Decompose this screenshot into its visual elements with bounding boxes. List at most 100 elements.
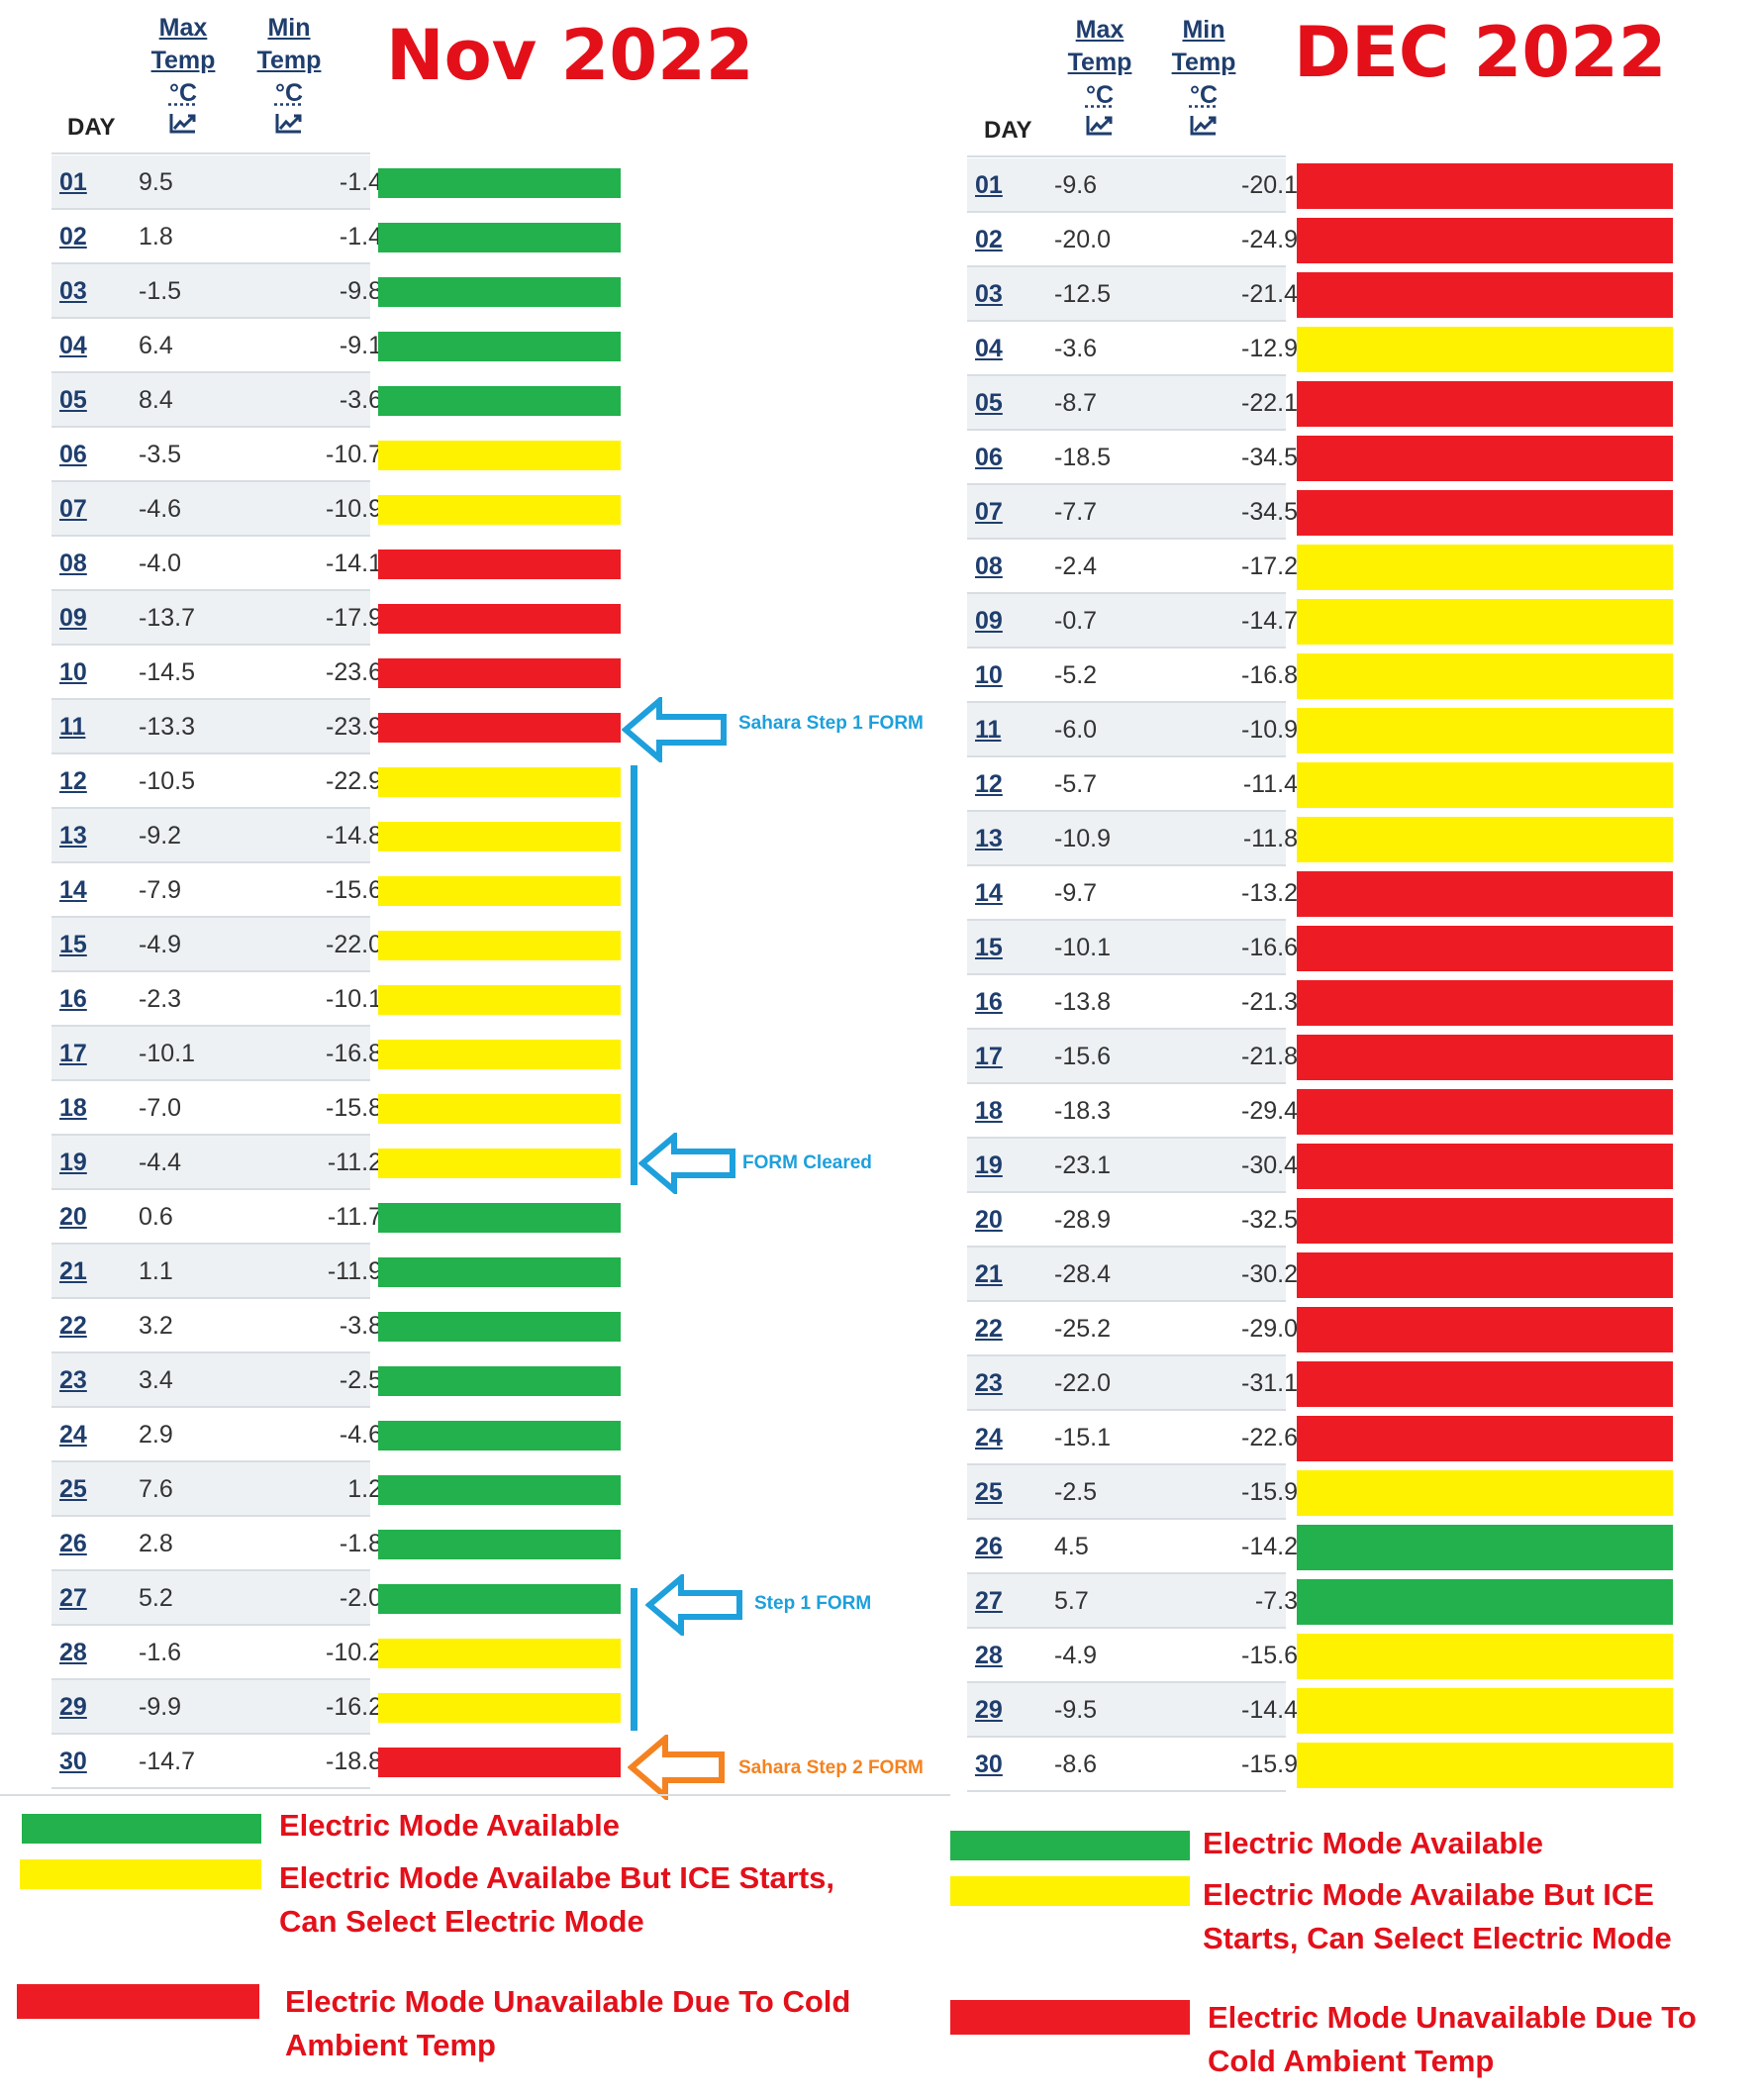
day-link[interactable]: 27 <box>975 1587 1003 1615</box>
day-link[interactable]: 19 <box>59 1149 87 1176</box>
day-link[interactable]: 27 <box>59 1584 87 1612</box>
day-link[interactable]: 08 <box>59 550 87 577</box>
day-link[interactable]: 07 <box>975 498 1003 526</box>
day-link[interactable]: 24 <box>975 1424 1003 1451</box>
min-temp-header[interactable]: Min Temp °C <box>1154 14 1253 136</box>
day-link[interactable]: 22 <box>59 1312 87 1340</box>
day-link[interactable]: 12 <box>975 770 1003 798</box>
max-temp-cell: -28.9 <box>1054 1206 1111 1234</box>
max-temp-cell: -22.0 <box>1054 1369 1111 1397</box>
day-link[interactable]: 03 <box>59 277 87 305</box>
min-temp-cell: -11.8 <box>1242 825 1298 852</box>
day-link[interactable]: 21 <box>59 1257 87 1285</box>
day-link[interactable]: 26 <box>59 1530 87 1557</box>
day-link[interactable]: 23 <box>975 1369 1003 1397</box>
max-temp-header[interactable]: Max Temp °C <box>134 12 233 134</box>
table-row: 15 -10.1 -16.6 <box>967 921 1298 975</box>
max-temp-cell: -4.9 <box>1054 1642 1098 1669</box>
table-row: 28 -4.9 -15.6 <box>967 1629 1298 1683</box>
day-link[interactable]: 16 <box>975 988 1003 1016</box>
day-link[interactable]: 28 <box>975 1642 1003 1669</box>
status-bar-red <box>1297 1306 1673 1352</box>
table-row: 27 5.7 -7.3 <box>967 1574 1298 1629</box>
day-link[interactable]: 02 <box>59 223 87 250</box>
min-header-line1: Min <box>1182 16 1225 44</box>
min-temp-cell: -15.9 <box>1241 1478 1298 1506</box>
min-temp-header[interactable]: Min Temp °C <box>240 12 339 134</box>
max-temp-cell: -13.8 <box>1054 988 1111 1016</box>
day-link[interactable]: 09 <box>59 604 87 632</box>
table-row: 25 -2.5 -15.9 <box>967 1465 1298 1520</box>
max-temp-cell: -8.6 <box>1054 1750 1098 1778</box>
day-link[interactable]: 14 <box>59 876 87 904</box>
day-link[interactable]: 13 <box>59 822 87 850</box>
day-link[interactable]: 13 <box>975 825 1003 852</box>
header-divider <box>51 152 370 154</box>
day-link[interactable]: 23 <box>59 1366 87 1394</box>
day-link[interactable]: 20 <box>59 1203 87 1231</box>
day-link[interactable]: 28 <box>59 1639 87 1666</box>
min-temp-cell: -11.9 <box>327 1257 382 1285</box>
table-row: 02 -20.0 -24.9 <box>967 213 1298 267</box>
day-link[interactable]: 17 <box>975 1043 1003 1070</box>
max-temp-cell: -23.1 <box>1054 1151 1111 1179</box>
day-link[interactable]: 05 <box>975 389 1003 417</box>
max-temp-header[interactable]: Max Temp °C <box>1050 14 1149 136</box>
day-link[interactable]: 14 <box>975 879 1003 907</box>
day-link[interactable]: 22 <box>975 1315 1003 1343</box>
day-link[interactable]: 18 <box>59 1094 87 1122</box>
min-temp-cell: -23.6 <box>326 658 382 686</box>
table-row: 28 -1.6 -10.2 <box>51 1626 382 1680</box>
day-link[interactable]: 25 <box>59 1475 87 1503</box>
day-link[interactable]: 04 <box>975 335 1003 362</box>
day-link[interactable]: 30 <box>59 1748 87 1775</box>
day-link[interactable]: 11 <box>59 713 86 741</box>
day-link[interactable]: 11 <box>975 716 1002 744</box>
legend-label-yellow: Electric Mode Availabe But ICE Starts, C… <box>1203 1877 1672 1955</box>
day-link[interactable]: 02 <box>975 226 1003 253</box>
max-temp-cell: -13.7 <box>139 604 195 632</box>
legend-label-yellow: Electric Mode Availabe But ICE Starts, C… <box>279 1860 835 1939</box>
day-link[interactable]: 01 <box>975 171 1003 199</box>
max-temp-cell: 1.8 <box>139 223 173 250</box>
day-link[interactable]: 29 <box>59 1693 87 1721</box>
day-link[interactable]: 04 <box>59 332 87 359</box>
day-link[interactable]: 10 <box>975 661 1003 689</box>
day-link[interactable]: 16 <box>59 985 87 1013</box>
table-row: 24 2.9 -4.6 <box>51 1408 382 1462</box>
day-link[interactable]: 29 <box>975 1696 1003 1724</box>
status-bar-red <box>1297 925 1673 971</box>
min-temp-cell: -22.0 <box>326 931 382 958</box>
min-temp-cell: -10.1 <box>326 985 382 1013</box>
day-link[interactable]: 24 <box>59 1421 87 1449</box>
max-temp-cell: -9.7 <box>1054 879 1098 907</box>
day-link[interactable]: 10 <box>59 658 87 686</box>
day-link[interactable]: 03 <box>975 280 1003 308</box>
day-link[interactable]: 12 <box>59 767 87 795</box>
day-link[interactable]: 06 <box>975 444 1003 471</box>
day-link[interactable]: 15 <box>59 931 87 958</box>
day-link[interactable]: 20 <box>975 1206 1003 1234</box>
table-row: 20 -28.9 -32.5 <box>967 1193 1298 1248</box>
status-bar-yellow <box>378 821 621 851</box>
annotation-form-cleared: FORM Cleared <box>742 1152 872 1173</box>
status-bar-yellow <box>1297 816 1673 862</box>
day-link[interactable]: 25 <box>975 1478 1003 1506</box>
day-link[interactable]: 15 <box>975 934 1003 961</box>
legend-swatch-green <box>950 1831 1190 1860</box>
day-link[interactable]: 19 <box>975 1151 1003 1179</box>
day-link[interactable]: 01 <box>59 168 87 196</box>
day-link[interactable]: 07 <box>59 495 87 523</box>
day-link[interactable]: 26 <box>975 1533 1003 1560</box>
day-link[interactable]: 09 <box>975 607 1003 635</box>
day-link[interactable]: 08 <box>975 552 1003 580</box>
day-link[interactable]: 05 <box>59 386 87 414</box>
day-link[interactable]: 17 <box>59 1040 87 1067</box>
table-row: 08 -2.4 -17.2 <box>967 540 1298 594</box>
max-temp-cell: -4.4 <box>139 1149 182 1176</box>
day-link[interactable]: 21 <box>975 1260 1003 1288</box>
day-link[interactable]: 30 <box>975 1750 1003 1778</box>
day-link[interactable]: 18 <box>975 1097 1003 1125</box>
min-temp-cell: -1.4 <box>339 223 382 250</box>
day-link[interactable]: 06 <box>59 441 87 468</box>
